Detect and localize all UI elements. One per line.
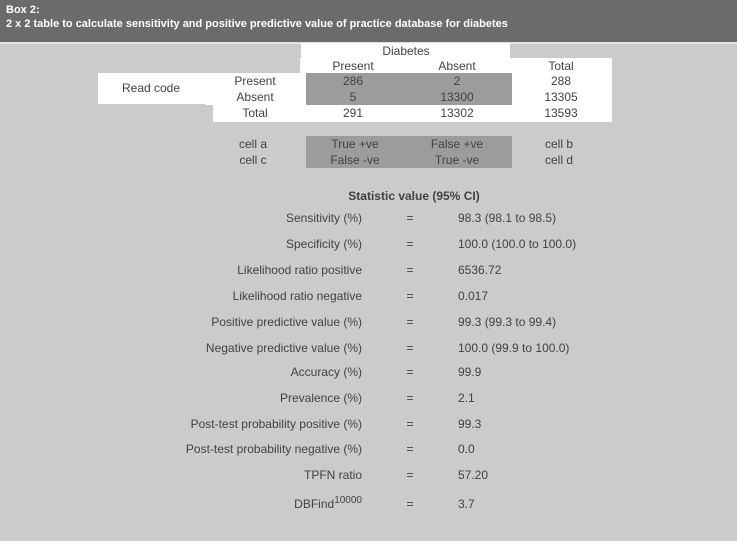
equals-sign: = [406,365,414,379]
stat-value: 0.0 [458,442,475,456]
stat-label: Post-test probability negative (%) [185,442,362,456]
stat-value: 2.1 [458,391,475,405]
stat-row-ppv: Positive predictive value (%) = 99.3 (99… [0,314,737,330]
stat-label: Accuracy (%) [290,365,362,379]
stat-label: Positive predictive value (%) [211,315,362,329]
stat-label: DBFind10000 [294,496,362,512]
row-header-present: Present [234,74,276,88]
equals-sign: = [406,417,414,431]
col-header-absent: Absent [438,59,476,73]
stat-row-tpfn-ratio: TPFN ratio = 57.20 [0,467,737,483]
cell-row2-total: 13305 [544,90,578,104]
row-header-absent: Absent [236,90,274,104]
cell-col2-total: 13302 [440,106,474,120]
legend-false-negative: False -ve [330,153,380,167]
box-subtitle: 2 x 2 table to calculate sensitivity and… [6,18,508,30]
stat-label: Prevalence (%) [279,391,362,405]
equals-sign: = [406,315,414,329]
row-group-label: Read code [121,81,181,95]
legend-cells-box [306,136,512,168]
stat-row-accuracy: Accuracy (%) = 99.9 [0,364,737,380]
cell-grand-total: 13593 [544,106,578,120]
box-header-bar: Box 2: 2 x 2 table to calculate sensitiv… [0,0,737,42]
stat-label-superscript: 10000 [334,495,362,506]
cell-col1-total: 291 [342,106,364,120]
column-header-box [300,58,612,73]
stat-value: 0.017 [458,289,489,303]
stat-row-sensitivity: Sensitivity (%) = 98.3 (98.1 to 98.5) [0,210,737,226]
stat-label-base: DBFind [294,497,335,511]
stat-value: 3.7 [458,497,475,511]
stat-label: Post-test probability positive (%) [190,417,362,431]
legend-cell-a: cell a [238,137,268,151]
equals-sign: = [406,237,414,251]
total-row-box [213,105,612,122]
stat-label: Specificity (%) [285,237,362,251]
stat-value: 100.0 (100.0 to 100.0) [458,237,577,251]
equals-sign: = [406,442,414,456]
equals-sign: = [406,289,414,303]
stat-label: Negative predictive value (%) [205,341,362,355]
legend-cell-d: cell d [544,153,574,167]
equals-sign: = [406,391,414,405]
stat-value: 6536.72 [458,263,502,277]
stat-label: TPFN ratio [303,468,362,482]
equals-sign: = [406,263,414,277]
stat-row-specificity: Specificity (%) = 100.0 (100.0 to 100.0) [0,236,737,252]
stat-label: Likelihood ratio positive [237,263,362,277]
stat-value: 98.3 (98.1 to 98.5) [458,211,557,225]
col-header-present: Present [332,59,374,73]
cell-false-positive: 2 [453,74,461,88]
equals-sign: = [406,497,414,511]
equals-sign: = [406,468,414,482]
stat-label: Sensitivity (%) [285,211,362,225]
row-header-total: Total [242,106,268,120]
inner-cells-box [306,73,512,105]
stat-row-posttest-negative: Post-test probability negative (%) = 0.0 [0,441,737,457]
stat-value: 99.3 [458,417,482,431]
legend-cell-c: cell c [239,153,267,167]
diabetes-header-box [301,43,510,58]
stat-value: 100.0 (99.9 to 100.0) [458,341,570,355]
col-header-total: Total [548,59,574,73]
read-code-box [98,73,205,104]
stat-label: Likelihood ratio negative [232,289,362,303]
stat-value: 57.20 [458,468,489,482]
stat-row-lr-positive: Likelihood ratio positive = 6536.72 [0,262,737,278]
legend-cell-b: cell b [544,137,574,151]
equals-sign: = [406,341,414,355]
equals-sign: = [406,211,414,225]
statistics-header: Statistic value (95% CI) [348,189,480,203]
stat-row-npv: Negative predictive value (%) = 100.0 (9… [0,340,737,356]
cell-row1-total: 288 [550,74,572,88]
stat-row-prevalence: Prevalence (%) = 2.1 [0,390,737,406]
row-header-box [205,73,306,105]
legend-true-positive: True +ve [331,137,379,151]
stat-value: 99.3 (99.3 to 99.4) [458,315,557,329]
table-group-header: Diabetes [382,44,430,58]
stat-row-posttest-positive: Post-test probability positive (%) = 99.… [0,416,737,432]
legend-true-negative: True -ve [434,153,480,167]
stat-value: 99.9 [458,365,482,379]
stat-row-dbfind: DBFind10000 = 3.7 [0,496,737,512]
box-label: Box 2: [6,4,40,16]
cell-true-negative: 13300 [440,90,474,104]
legend-false-positive: False +ve [430,137,484,151]
cell-false-negative: 5 [349,90,357,104]
cell-true-positive: 286 [342,74,364,88]
stat-row-lr-negative: Likelihood ratio negative = 0.017 [0,288,737,304]
